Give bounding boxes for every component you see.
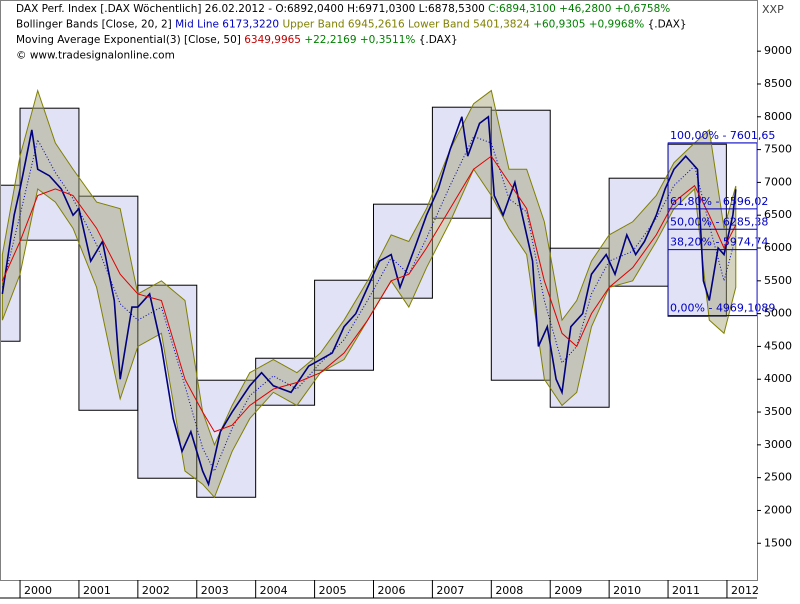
header: DAX Perf. Index [.DAX Wöchentlich] 26.02… bbox=[16, 3, 687, 62]
plot-border bbox=[0, 0, 758, 581]
x-tick-label: 2001 bbox=[83, 584, 111, 597]
header-segment: © www.tradesignalonline.com bbox=[16, 50, 175, 62]
x-tick-label: 2002 bbox=[142, 584, 170, 597]
y-tick-label: 4000 bbox=[764, 372, 792, 385]
header-segment: C:6894,3100 +46,2800 +0,6758% bbox=[488, 3, 670, 15]
y-tick-label: 7500 bbox=[764, 143, 792, 156]
header-segment: Upper Band 6945,2616 Lower Band 5401,382… bbox=[282, 19, 533, 31]
x-tick-label: 2000 bbox=[24, 584, 52, 597]
x-tick-label: 2008 bbox=[495, 584, 523, 597]
x-tick-label: 2005 bbox=[319, 584, 347, 597]
header-segment: {.DAX} bbox=[648, 19, 687, 31]
y-tick-label: 3000 bbox=[764, 438, 792, 451]
header-segment: DAX Perf. Index [.DAX Wöchentlich] 26.02… bbox=[16, 3, 488, 15]
y-tick-label: 6500 bbox=[764, 208, 792, 221]
header-line: Bollinger Bands [Close, 20, 2] Mid Line … bbox=[16, 19, 687, 31]
header-segment: 6349,9965 bbox=[244, 34, 304, 46]
x-tick-label: 2004 bbox=[260, 584, 288, 597]
y-tick-label: 9000 bbox=[764, 44, 792, 57]
header-segment: +22,2169 +0,3511% bbox=[304, 34, 418, 46]
price-line bbox=[1, 115, 737, 487]
fibonacci-label: 100,00% - 7601,65 bbox=[670, 129, 775, 142]
y-tick-label: 1500 bbox=[764, 536, 792, 549]
fibonacci-label: 38,20% - 5974,74 bbox=[670, 236, 768, 249]
header-segment: Mid Line 6173,3220 bbox=[175, 19, 282, 31]
y-tick-label: 5000 bbox=[764, 307, 792, 320]
fibonacci-label: 50,00% - 6285,38 bbox=[670, 215, 768, 228]
header-segment: Moving Average Exponential(3) [Close, 50… bbox=[16, 34, 244, 46]
x-tick-label: 2011 bbox=[672, 584, 700, 597]
header-line: © www.tradesignalonline.com bbox=[16, 50, 175, 62]
y-tick-label: 4500 bbox=[764, 339, 792, 352]
y-tick-label: 7000 bbox=[764, 175, 792, 188]
bollinger-mid-line bbox=[1, 135, 737, 473]
bollinger-band-area bbox=[1, 88, 737, 499]
y-tick-label: 2500 bbox=[764, 471, 792, 484]
x-tick-label: 2009 bbox=[554, 584, 582, 597]
y-tick-label: 8000 bbox=[764, 110, 792, 123]
header-segment: {.DAX} bbox=[419, 34, 458, 46]
x-tick-label: 2003 bbox=[201, 584, 229, 597]
plot-area: 100,00% - 7601,65 61,80% - 6596,02 50,00% … bbox=[0, 88, 775, 499]
fibonacci-label: 61,80% - 6596,02 bbox=[670, 195, 768, 208]
x-tick-label: 2010 bbox=[613, 584, 641, 597]
header-line: Moving Average Exponential(3) [Close, 50… bbox=[16, 34, 458, 46]
axis-title: XXP bbox=[762, 3, 784, 16]
header-segment: Bollinger Bands [Close, 20, 2] bbox=[16, 19, 175, 31]
fibonacci-label: 0,00% - 4969,1089 bbox=[670, 302, 775, 315]
x-tick-label: 2006 bbox=[377, 584, 405, 597]
x-tick-label: 2007 bbox=[436, 584, 464, 597]
x-tick-label: 2012 bbox=[731, 584, 759, 597]
y-tick-label: 2000 bbox=[764, 503, 792, 516]
y-tick-label: 5500 bbox=[764, 274, 792, 287]
header-line: DAX Perf. Index [.DAX Wöchentlich] 26.02… bbox=[16, 3, 670, 15]
year-range-box bbox=[196, 379, 257, 498]
y-tick-label: 3500 bbox=[764, 405, 792, 418]
y-tick-label: 8500 bbox=[764, 77, 792, 90]
year-range-box bbox=[19, 107, 80, 241]
ema-line bbox=[1, 155, 737, 433]
header-segment: +60,9305 +0,9968% bbox=[533, 19, 647, 31]
y-tick-label: 6000 bbox=[764, 241, 792, 254]
